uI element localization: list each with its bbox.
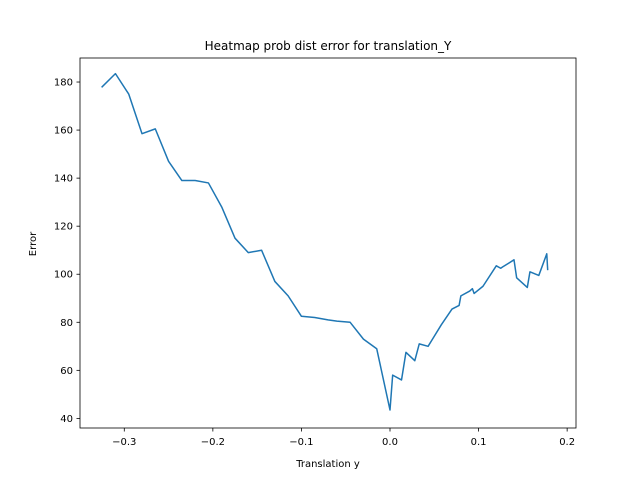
y-axis-label: Error bbox=[28, 231, 39, 256]
x-tick-label: 0.1 bbox=[471, 437, 487, 448]
x-tick-label: −0.3 bbox=[112, 437, 136, 448]
x-axis-label: Translation y bbox=[295, 459, 360, 470]
y-tick-label: 160 bbox=[54, 126, 73, 137]
y-tick-label: 120 bbox=[54, 222, 73, 233]
y-tick-label: 140 bbox=[54, 174, 73, 185]
y-tick-label: 80 bbox=[60, 318, 73, 329]
series-line bbox=[101, 72, 549, 411]
chart-title: Heatmap prob dist error for translation_… bbox=[205, 39, 452, 53]
plot-area bbox=[101, 72, 549, 411]
y-tick-label: 40 bbox=[60, 414, 73, 425]
y-axis: 40 60 80 100 120 140 160 180 bbox=[54, 78, 80, 425]
x-axis: −0.3 −0.2 −0.1 0.0 0.1 0.2 bbox=[112, 428, 575, 448]
y-tick-label: 100 bbox=[54, 270, 73, 281]
x-tick-label: 0.0 bbox=[382, 437, 398, 448]
x-tick-label: −0.1 bbox=[289, 437, 313, 448]
x-tick-label: −0.2 bbox=[201, 437, 225, 448]
x-tick-label: 0.2 bbox=[559, 437, 575, 448]
y-tick-label: 180 bbox=[54, 78, 73, 89]
y-tick-label: 60 bbox=[60, 366, 73, 377]
plot-frame bbox=[79, 57, 577, 429]
